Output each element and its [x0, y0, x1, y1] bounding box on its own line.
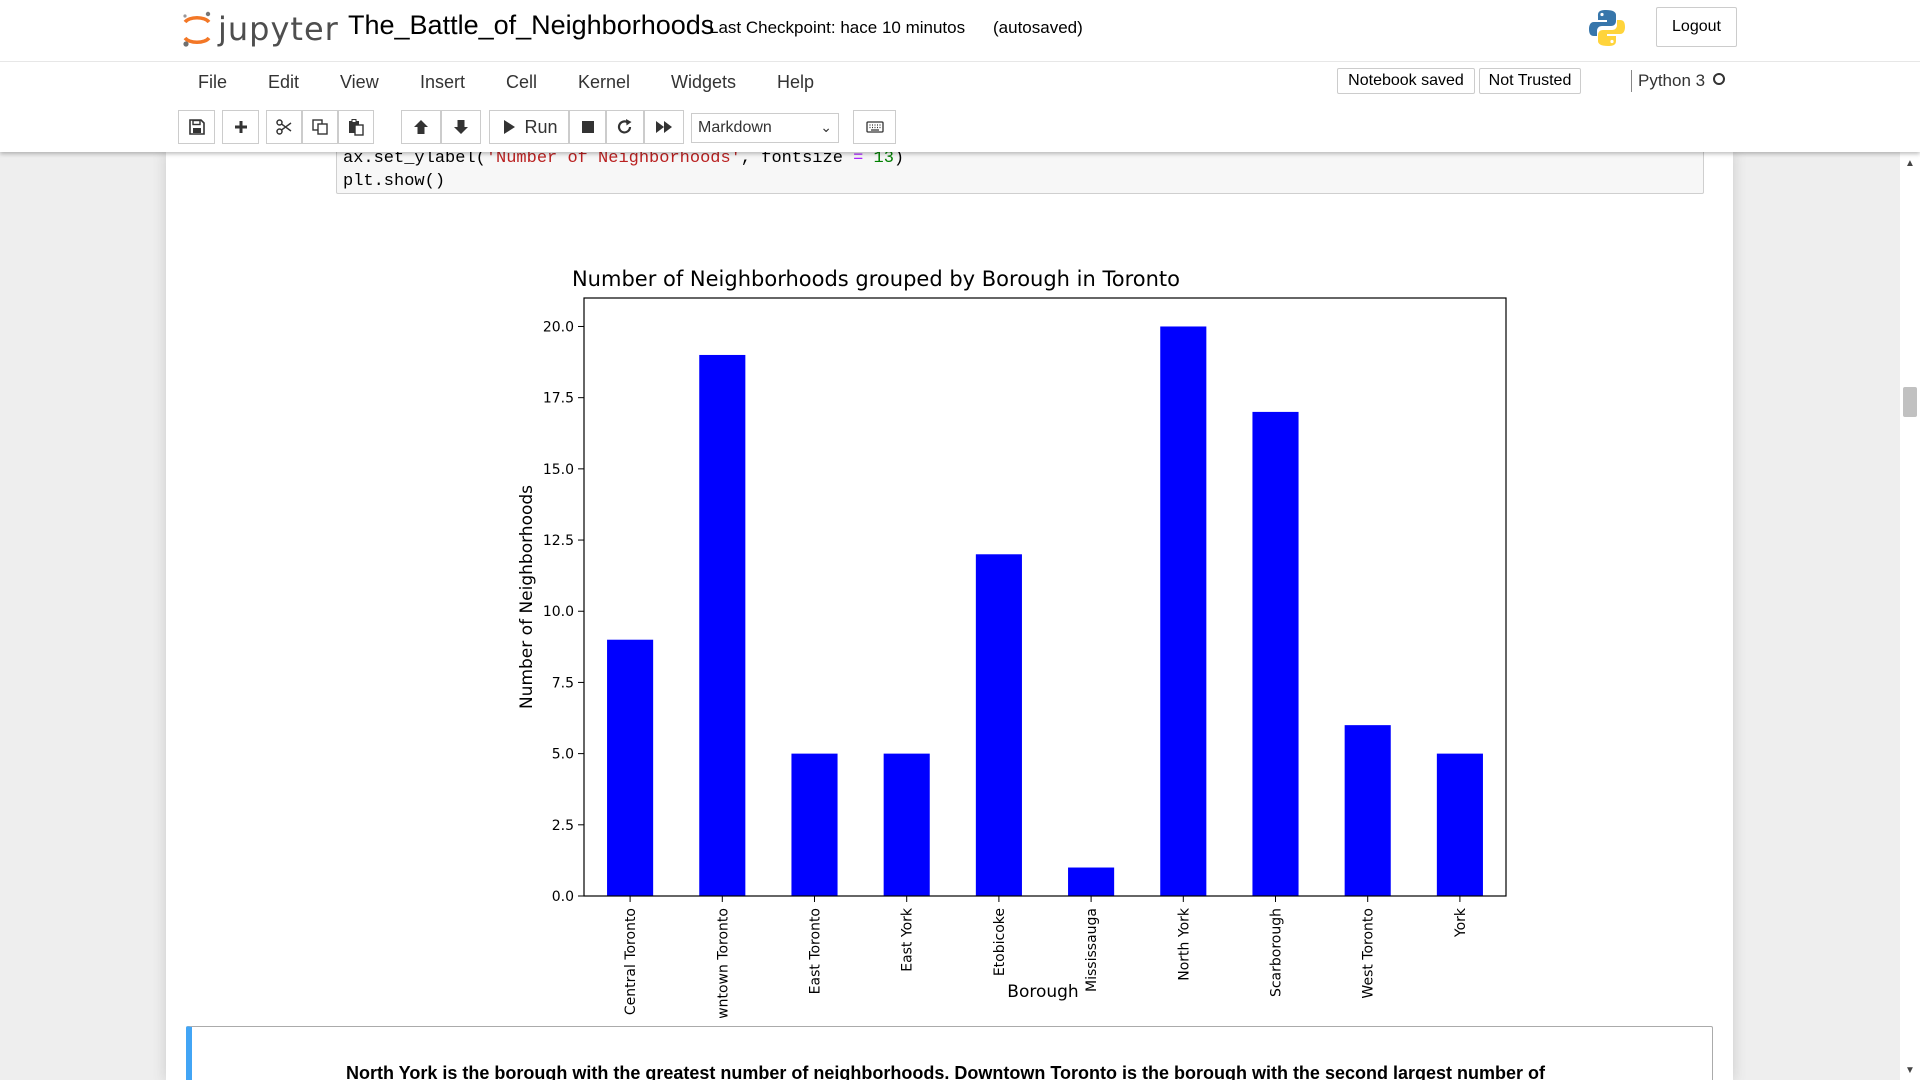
- cut-button[interactable]: [266, 110, 302, 144]
- menu-widgets[interactable]: Widgets: [671, 72, 737, 92]
- x-tick-label: East York: [900, 907, 916, 972]
- menu-cell[interactable]: Cell: [506, 72, 538, 92]
- menu-edit[interactable]: Edit: [268, 72, 300, 92]
- y-tick-label: 15.0: [543, 462, 574, 478]
- notebook-name[interactable]: The_Battle_of_Neighborhoods: [348, 10, 715, 40]
- code-cell-input[interactable]: ax.set_ylabel('Number of Neighborhoods',…: [336, 152, 1704, 194]
- bar: [975, 554, 1022, 896]
- y-tick-label: 17.5: [543, 391, 574, 407]
- chart-title: Number of Neighborhoods grouped by Borou…: [572, 267, 1180, 291]
- notebook-container: ax.set_ylabel('Number of Neighborhoods',…: [166, 152, 1733, 1080]
- scissors-icon: [276, 119, 292, 135]
- bar: [1068, 867, 1115, 896]
- code-line-1: ax.set_ylabel('Number of Neighborhoods',…: [343, 152, 905, 168]
- scroll-up-arrow-icon[interactable]: ▲: [1905, 158, 1915, 169]
- logout-button[interactable]: Logout: [1656, 7, 1737, 47]
- menubar: File Edit View Insert Cell Kernel Widget…: [178, 62, 1743, 102]
- command-palette-button[interactable]: [853, 110, 896, 144]
- jupyter-logo-icon: [183, 11, 211, 47]
- checkpoint-status: Last Checkpoint: hace 10 minutos: [709, 18, 966, 37]
- interrupt-button[interactable]: [569, 110, 606, 144]
- x-axis-label: Borough: [1007, 982, 1078, 1002]
- kernel-idle-indicator: [1713, 73, 1725, 85]
- fast-forward-icon: [656, 121, 672, 133]
- bar: [883, 753, 930, 896]
- x-tick-label: East Toronto: [808, 908, 824, 994]
- x-tick-label: York: [1453, 907, 1469, 938]
- keyboard-icon: [865, 121, 884, 133]
- kernel-separator: [1631, 70, 1632, 92]
- restart-icon: [617, 119, 632, 134]
- header: jupyter The_Battle_of_Neighborhoods Last…: [0, 0, 1920, 152]
- arrow-down-icon: [454, 120, 468, 134]
- x-tick-label: Etobicoke: [992, 908, 1008, 976]
- save-button[interactable]: [178, 110, 215, 144]
- jupyter-logo-text: jupyter: [218, 10, 339, 48]
- chevron-down-icon: ⌄: [820, 119, 832, 135]
- not-trusted-button[interactable]: Not Trusted: [1479, 68, 1581, 94]
- y-tick-label: 5.0: [552, 747, 574, 763]
- run-button[interactable]: Run: [489, 110, 569, 144]
- save-icon: [188, 119, 205, 135]
- cell-type-select[interactable]: Markdown ⌄: [691, 113, 839, 143]
- kernel-name[interactable]: Python 3: [1638, 71, 1706, 90]
- bar: [1436, 753, 1483, 896]
- bar: [607, 639, 654, 896]
- python-logo-icon: [1589, 10, 1625, 46]
- plot-frame: [583, 297, 1507, 897]
- notebook-site: ax.set_ylabel('Number of Neighborhoods',…: [0, 152, 1920, 1080]
- notebook-saved-indicator[interactable]: Notebook saved: [1337, 68, 1475, 94]
- y-tick-label: 12.5: [543, 533, 574, 549]
- y-tick-label: 2.5: [552, 818, 574, 834]
- x-tick-label: Downtown Toronto: [715, 908, 731, 1018]
- plus-icon: [234, 121, 247, 133]
- bar: [791, 753, 838, 896]
- y-tick-label: 7.5: [552, 675, 574, 691]
- menu-help[interactable]: Help: [777, 72, 815, 92]
- menu-kernel[interactable]: Kernel: [578, 72, 631, 92]
- markdown-text: North York is the borough with the great…: [346, 1063, 1545, 1080]
- scroll-down-arrow-icon[interactable]: ▼: [1905, 1065, 1915, 1076]
- header-top: jupyter The_Battle_of_Neighborhoods Last…: [0, 0, 1920, 62]
- menu-view[interactable]: View: [340, 72, 379, 92]
- vertical-scrollbar[interactable]: ▲ ▼: [1900, 152, 1920, 1080]
- x-tick-label: North York: [1176, 907, 1192, 981]
- markdown-cell[interactable]: North York is the borough with the great…: [186, 1026, 1713, 1080]
- menu-insert[interactable]: Insert: [420, 72, 466, 92]
- jupyter-logo[interactable]: jupyter: [180, 8, 338, 48]
- y-tick-label: 20.0: [543, 319, 574, 335]
- paste-icon: [349, 119, 364, 136]
- move-up-button[interactable]: [401, 110, 441, 144]
- bar: [1252, 411, 1299, 896]
- x-tick-label: West Toronto: [1361, 908, 1377, 999]
- copy-button[interactable]: [302, 110, 338, 144]
- bar: [1344, 725, 1391, 896]
- arrow-up-icon: [414, 120, 428, 134]
- x-tick-label: Central Toronto: [623, 908, 639, 1015]
- move-down-button[interactable]: [441, 110, 481, 144]
- toolbar: Run Markdown ⌄: [178, 110, 1743, 146]
- restart-button[interactable]: [606, 110, 644, 144]
- y-tick-label: 0.0: [552, 889, 574, 905]
- paste-button[interactable]: [338, 110, 374, 144]
- x-tick-label: Mississauga: [1084, 908, 1100, 992]
- bar: [699, 354, 746, 896]
- bar: [1160, 326, 1207, 896]
- bar-chart: Number of Neighborhoods grouped by Borou…: [517, 267, 1507, 1018]
- insert-cell-button[interactable]: [222, 110, 259, 144]
- y-axis-label: Number of Neighborhoods: [517, 485, 537, 709]
- run-all-button[interactable]: [644, 110, 684, 144]
- code-line-2: plt.show(): [343, 172, 446, 191]
- scroll-thumb[interactable]: [1903, 386, 1917, 417]
- autosave-status: (autosaved): [993, 18, 1083, 37]
- y-tick-label: 10.0: [543, 604, 574, 620]
- cell-type-value: Markdown: [698, 119, 772, 136]
- play-icon: [504, 120, 516, 134]
- run-label: Run: [524, 116, 558, 137]
- stop-icon: [581, 121, 594, 133]
- copy-icon: [312, 119, 328, 135]
- menu-file[interactable]: File: [198, 72, 228, 92]
- x-tick-label: Scarborough: [1269, 908, 1285, 997]
